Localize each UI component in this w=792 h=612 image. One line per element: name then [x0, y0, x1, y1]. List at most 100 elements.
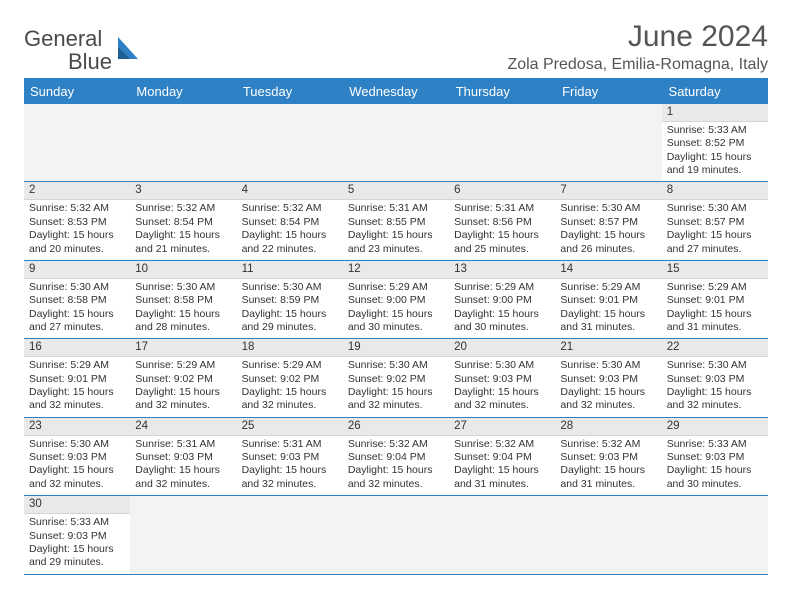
date-number: 4 [237, 182, 343, 200]
dl1-text: Daylight: 15 hours [454, 386, 550, 399]
dl2-text: and 19 minutes. [667, 164, 763, 177]
location-subtitle: Zola Predosa, Emilia-Romagna, Italy [507, 56, 768, 74]
dl1-text: Daylight: 15 hours [242, 464, 338, 477]
dl1-text: Daylight: 15 hours [454, 308, 550, 321]
date-number: 7 [555, 182, 661, 200]
dl1-text: Daylight: 15 hours [135, 229, 231, 242]
dl1-text: Daylight: 15 hours [348, 229, 444, 242]
empty-cell [237, 496, 343, 573]
dl1-text: Daylight: 15 hours [29, 229, 125, 242]
dl2-text: and 32 minutes. [348, 478, 444, 491]
date-number: 17 [130, 339, 236, 357]
sunrise-text: Sunrise: 5:32 AM [135, 202, 231, 215]
date-number: 14 [555, 261, 661, 279]
sunset-text: Sunset: 8:56 PM [454, 216, 550, 229]
sunset-text: Sunset: 9:04 PM [348, 451, 444, 464]
sunset-text: Sunset: 9:00 PM [454, 294, 550, 307]
week-row: 2Sunrise: 5:32 AMSunset: 8:53 PMDaylight… [24, 182, 768, 260]
day-cell: 25Sunrise: 5:31 AMSunset: 9:03 PMDayligh… [237, 418, 343, 495]
sunset-text: Sunset: 9:03 PM [454, 373, 550, 386]
sunrise-text: Sunrise: 5:31 AM [242, 438, 338, 451]
sunset-text: Sunset: 9:03 PM [29, 451, 125, 464]
empty-cell [130, 496, 236, 573]
sunset-text: Sunset: 9:03 PM [560, 373, 656, 386]
sunset-text: Sunset: 9:01 PM [667, 294, 763, 307]
day-header: Friday [556, 79, 662, 104]
day-cell: 8Sunrise: 5:30 AMSunset: 8:57 PMDaylight… [662, 182, 768, 259]
dl1-text: Daylight: 15 hours [667, 464, 763, 477]
header: General Blue June 2024 Zola Predosa, Emi… [24, 20, 768, 74]
sunrise-text: Sunrise: 5:29 AM [667, 281, 763, 294]
date-number: 29 [662, 418, 768, 436]
sunset-text: Sunset: 8:57 PM [560, 216, 656, 229]
day-cell: 14Sunrise: 5:29 AMSunset: 9:01 PMDayligh… [555, 261, 661, 338]
calendar: SundayMondayTuesdayWednesdayThursdayFrid… [24, 78, 768, 575]
week-row: 16 Sunrise: 5:29 AM Sunset: 9:01 PM Dayligh… [24, 339, 768, 417]
dl2-text: and 31 minutes. [454, 478, 550, 491]
week-row: 1Sunrise: 5:33 AMSunset: 8:52 PMDaylight… [24, 104, 768, 182]
dl2-text: and 21 minutes. [135, 243, 231, 256]
dl2-text: and 30 minutes. [454, 321, 550, 334]
dl1-text: Daylight: 15 hours [560, 386, 656, 399]
date-number: 19 [343, 339, 449, 357]
date-number: 16 [24, 339, 130, 357]
sunrise-text: Sunrise: 5:31 AM [454, 202, 550, 215]
date-number: 8 [662, 182, 768, 200]
sunset-text: Sunset: 9:01 PM [29, 373, 125, 386]
dl2-text: and 32 minutes. [135, 478, 231, 491]
day-cell: 5Sunrise: 5:31 AMSunset: 8:55 PMDaylight… [343, 182, 449, 259]
sunset-text: Sunset: 9:02 PM [135, 373, 231, 386]
day-cell: 30Sunrise: 5:33 AMSunset: 9:03 PMDayligh… [24, 496, 130, 573]
calendar-body: 1Sunrise: 5:33 AMSunset: 8:52 PMDaylight… [24, 104, 768, 575]
date-number: 11 [237, 261, 343, 279]
date-number: 25 [237, 418, 343, 436]
sunrise-text: Sunrise: 5:29 AM [454, 281, 550, 294]
dl1-text: Daylight: 15 hours [560, 308, 656, 321]
dl1-text: Daylight: 15 hours [135, 386, 231, 399]
date-number: 21 [555, 339, 661, 357]
sunrise-text: Sunrise: 5:29 AM [135, 359, 231, 372]
date-number: 12 [343, 261, 449, 279]
sunrise-text: Sunrise: 5:30 AM [29, 438, 125, 451]
date-number: 30 [24, 496, 130, 514]
day-cell: 26Sunrise: 5:32 AMSunset: 9:04 PMDayligh… [343, 418, 449, 495]
dl2-text: and 32 minutes. [242, 399, 338, 412]
dl1-text: Daylight: 15 hours [560, 229, 656, 242]
day-cell: 18Sunrise: 5:29 AMSunset: 9:02 PMDayligh… [237, 339, 343, 416]
day-cell: 7Sunrise: 5:30 AMSunset: 8:57 PMDaylight… [555, 182, 661, 259]
date-number: 28 [555, 418, 661, 436]
day-header: Thursday [450, 79, 556, 104]
month-title: June 2024 [507, 20, 768, 54]
dl2-text: and 30 minutes. [667, 478, 763, 491]
dl1-text: Daylight: 15 hours [242, 386, 338, 399]
date-number: 2 [24, 182, 130, 200]
dl1-text: Daylight: 15 hours [29, 308, 125, 321]
dl1-text: Daylight: 15 hours [135, 308, 231, 321]
dl1-text: Daylight: 15 hours [29, 464, 125, 477]
dl1-text: Daylight: 15 hours [135, 464, 231, 477]
brand-sail-icon [116, 35, 140, 61]
day-cell: 4Sunrise: 5:32 AMSunset: 8:54 PMDaylight… [237, 182, 343, 259]
dl2-text: and 26 minutes. [560, 243, 656, 256]
sunrise-text: Sunrise: 5:32 AM [348, 438, 444, 451]
day-cell: 22Sunrise: 5:30 AMSunset: 9:03 PMDayligh… [662, 339, 768, 416]
sunrise-text: Sunrise: 5:30 AM [454, 359, 550, 372]
date-number: 5 [343, 182, 449, 200]
day-cell: 6Sunrise: 5:31 AMSunset: 8:56 PMDaylight… [449, 182, 555, 259]
date-number: 23 [24, 418, 130, 436]
sunset-text: Sunset: 8:58 PM [135, 294, 231, 307]
dl2-text: and 27 minutes. [29, 321, 125, 334]
dl1-text: Daylight: 15 hours [348, 464, 444, 477]
week-row: 30Sunrise: 5:33 AMSunset: 9:03 PMDayligh… [24, 496, 768, 574]
sunset-text: Sunset: 9:03 PM [560, 451, 656, 464]
dl2-text: and 29 minutes. [29, 556, 125, 569]
date-number: 13 [449, 261, 555, 279]
sunrise-text: Sunrise: 5:32 AM [454, 438, 550, 451]
dl1-text: Daylight: 15 hours [29, 543, 125, 556]
day-header: Saturday [663, 79, 768, 104]
empty-cell [449, 104, 555, 181]
dl2-text: and 22 minutes. [242, 243, 338, 256]
day-cell: 10Sunrise: 5:30 AMSunset: 8:58 PMDayligh… [130, 261, 236, 338]
sunrise-text: Sunrise: 5:29 AM [348, 281, 444, 294]
sunset-text: Sunset: 8:53 PM [29, 216, 125, 229]
